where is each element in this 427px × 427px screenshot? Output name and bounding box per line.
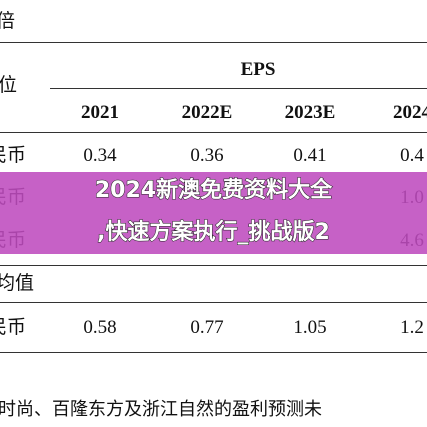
overlay-banner: 2024新澳免费资料大全 ,快速方案执行_挑战版2 <box>0 172 427 254</box>
rule <box>0 132 427 133</box>
cell: 0.4 <box>400 145 424 166</box>
rule <box>50 88 427 89</box>
banner-line: 2024新澳免费资料大全 <box>94 178 333 203</box>
rule <box>0 302 427 303</box>
row-label: 民币 <box>0 145 27 166</box>
rule <box>0 42 427 43</box>
cell: 0.36 <box>190 145 224 166</box>
banner-line: ,快速方案执行_挑战版2 <box>97 220 331 245</box>
cell: 0.34 <box>83 145 117 166</box>
section-label: 均值 <box>0 273 35 294</box>
cell: 0.41 <box>293 145 327 166</box>
year-header: 2023E <box>284 102 336 123</box>
cell: 1.05 <box>293 317 327 338</box>
rule <box>0 265 427 266</box>
cell: 0.77 <box>190 317 224 338</box>
year-header: 2022E <box>181 102 233 123</box>
corner-label: 倍 <box>0 11 16 32</box>
year-header: 2021 <box>81 102 119 123</box>
footnote: 子时尚、百隆东方及浙江自然的盈利预测未 <box>0 399 322 419</box>
unit-label: 位 <box>0 75 18 96</box>
cell: 0.58 <box>83 317 117 338</box>
cell: 1.2 <box>400 317 424 338</box>
group-header: EPS <box>240 59 276 80</box>
year-header: 2024 <box>393 102 427 123</box>
rule <box>0 352 427 353</box>
row-label: 民币 <box>0 317 27 338</box>
